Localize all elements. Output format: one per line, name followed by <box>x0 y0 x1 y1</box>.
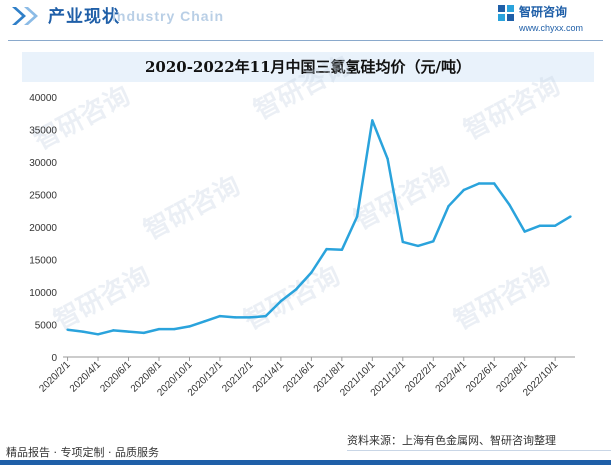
data-point <box>569 215 572 218</box>
x-tick-label: 2020/6/1 <box>98 359 134 395</box>
data-point <box>416 244 420 248</box>
x-tick-label: 2021/2/1 <box>220 359 256 395</box>
y-tick-label: 5000 <box>35 321 58 332</box>
data-point <box>173 327 176 331</box>
data-point <box>279 299 283 303</box>
data-point <box>157 327 161 331</box>
data-point <box>386 157 389 160</box>
brand-url: www.chyxx.com <box>519 23 584 33</box>
data-point <box>523 230 526 233</box>
brand-logo-icon <box>498 5 514 21</box>
y-tick-label: 15000 <box>29 256 57 267</box>
data-point <box>538 224 542 227</box>
chart-title: 2020-2022年11月中国三氯氢硅均价（元/吨） <box>144 58 472 76</box>
header-divider <box>8 40 603 41</box>
data-point <box>401 240 405 244</box>
data-point <box>81 330 85 333</box>
data-point <box>310 271 313 274</box>
y-tick-label: 20000 <box>29 223 57 234</box>
data-point <box>249 316 252 319</box>
data-point <box>66 328 69 331</box>
chevron-arrows-icon <box>12 7 38 25</box>
data-point <box>508 203 511 207</box>
data-point <box>233 316 237 319</box>
footer-divider <box>347 450 611 451</box>
data-point <box>477 182 481 185</box>
x-tick-label: 2022/2/1 <box>403 359 439 395</box>
data-point <box>188 325 191 328</box>
data-point <box>218 314 222 318</box>
brand-block: 智研咨询 www.chyxx.com <box>493 3 603 39</box>
data-point <box>112 329 115 332</box>
data-point <box>264 314 267 318</box>
chart-title-band <box>22 52 594 82</box>
data-point <box>432 240 435 243</box>
x-tick-label: 2020/4/1 <box>68 359 104 395</box>
data-point <box>142 331 145 335</box>
data-point <box>355 215 359 218</box>
data-point <box>493 182 496 185</box>
y-tick-label: 10000 <box>29 288 57 299</box>
x-tick-label: 2021/4/1 <box>251 359 287 395</box>
y-tick-label: 25000 <box>29 191 57 202</box>
section-title: 产业现状 <box>48 7 120 27</box>
data-point <box>127 330 130 333</box>
section-subtitle-ghost: Industry Chain <box>112 8 225 24</box>
data-point <box>325 247 328 251</box>
footer-tagline: 精品报告 · 专项定制 · 品质服务 <box>6 446 159 459</box>
y-tick-label: 35000 <box>29 126 57 137</box>
footer-bar <box>0 460 611 465</box>
y-tick-label: 0 <box>51 353 57 364</box>
data-point <box>371 119 374 122</box>
data-point <box>96 333 100 336</box>
data-point <box>203 320 206 323</box>
x-tick-label: 2022/6/1 <box>464 359 500 395</box>
x-tick-label: 2020/2/1 <box>37 359 73 395</box>
y-tick-label: 30000 <box>29 158 57 169</box>
header-bar: 产业现状 Industry Chain 智研咨询 www.chyxx.com <box>0 0 611 42</box>
source-note: 资料来源：上海有色金属网、智研咨询整理 <box>347 434 556 447</box>
data-point <box>294 288 298 291</box>
y-tick-label: 40000 <box>29 93 57 104</box>
data-point <box>553 224 557 227</box>
x-tick-label: 2022/4/1 <box>434 359 470 395</box>
x-tick-label: 2021/6/1 <box>281 359 317 395</box>
brand-name: 智研咨询 <box>519 5 568 19</box>
series-line <box>67 119 572 336</box>
data-point <box>340 248 344 251</box>
data-point <box>447 205 450 208</box>
data-point <box>462 188 465 192</box>
